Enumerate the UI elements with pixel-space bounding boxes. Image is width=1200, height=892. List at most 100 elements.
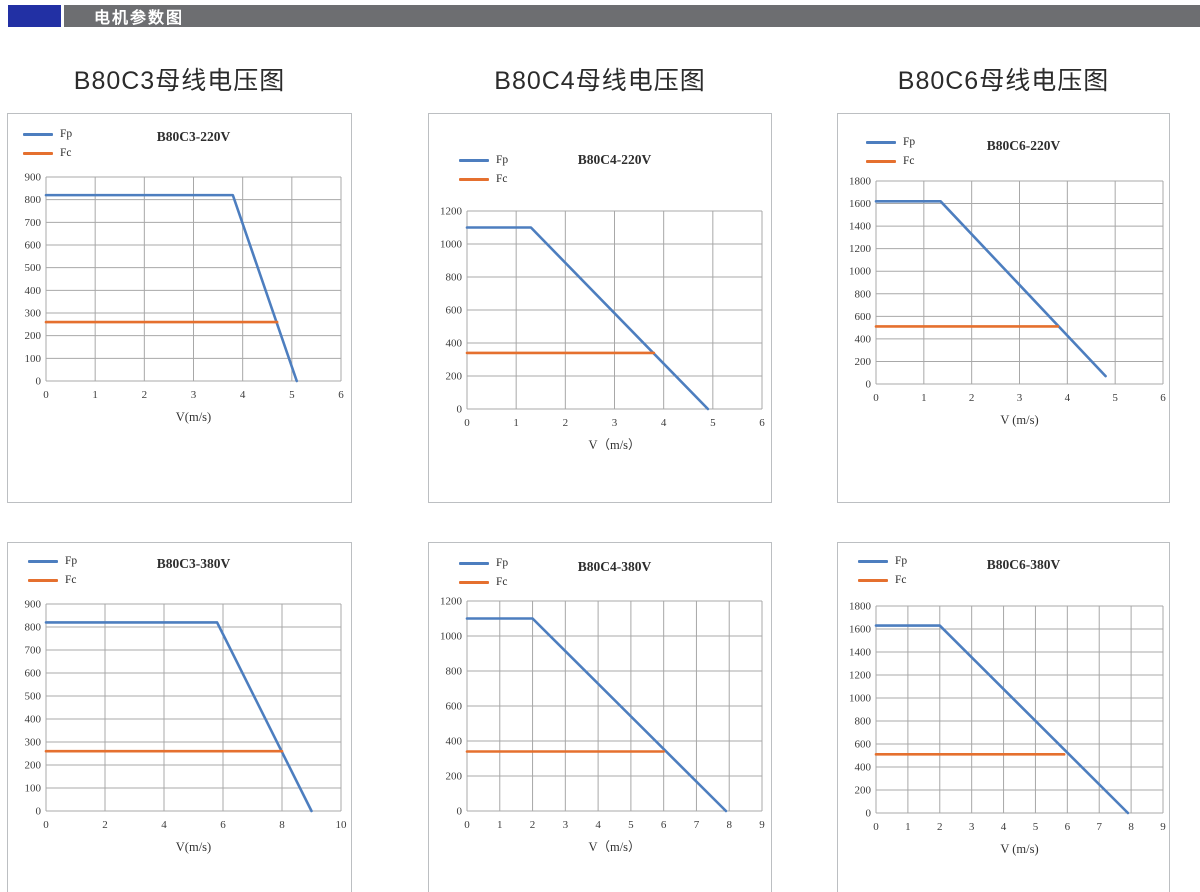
chart-legend: Fp Fc: [459, 557, 508, 595]
svg-text:5: 5: [1112, 392, 1118, 404]
svg-text:100: 100: [25, 353, 42, 365]
svg-text:500: 500: [25, 691, 42, 703]
chart-title: B80C4-220V: [577, 152, 652, 167]
legend-item-fc: Fc: [459, 576, 508, 588]
svg-text:4: 4: [161, 819, 167, 831]
fc-line-swatch: [23, 151, 53, 155]
legend-item-fp: Fp: [858, 555, 907, 567]
svg-text:0: 0: [36, 806, 42, 818]
svg-text:800: 800: [446, 666, 463, 678]
svg-text:V（m/s）: V（m/s）: [588, 840, 640, 854]
svg-text:8: 8: [279, 819, 285, 831]
legend-label-fc: Fc: [60, 147, 72, 159]
fp-line-swatch: [28, 559, 58, 563]
svg-text:1600: 1600: [849, 624, 872, 636]
svg-text:0: 0: [43, 819, 49, 831]
chart-legend: Fp Fc: [23, 128, 72, 166]
legend-label-fc: Fc: [496, 173, 508, 185]
legend-item-fp: Fp: [23, 128, 72, 140]
svg-text:1000: 1000: [849, 266, 872, 278]
svg-text:500: 500: [25, 262, 42, 274]
svg-text:6: 6: [759, 417, 765, 429]
svg-text:700: 700: [25, 217, 42, 229]
chart-panel-b80c4-380v: Fp Fc B80C4-380V 0 200 400 600 800 1000 1200 0 1…: [428, 542, 772, 892]
svg-text:800: 800: [855, 288, 872, 300]
svg-text:3: 3: [969, 821, 975, 833]
svg-text:200: 200: [25, 760, 42, 772]
svg-text:600: 600: [855, 739, 872, 751]
svg-text:10: 10: [336, 819, 348, 831]
legend-item-fc: Fc: [23, 147, 72, 159]
legend-label-fc: Fc: [895, 574, 907, 586]
svg-text:1000: 1000: [440, 239, 463, 251]
svg-text:0: 0: [464, 819, 470, 831]
chart-legend: Fp Fc: [858, 555, 907, 593]
svg-text:0: 0: [457, 404, 463, 416]
svg-text:800: 800: [855, 716, 872, 728]
svg-text:1: 1: [513, 417, 519, 429]
svg-text:0: 0: [457, 806, 463, 818]
svg-text:600: 600: [855, 311, 872, 323]
svg-text:600: 600: [446, 305, 463, 317]
svg-text:1400: 1400: [849, 221, 872, 233]
column-title-b80c6: B80C6母线电压图: [897, 67, 1110, 95]
chart-panel-b80c3-220v: Fp Fc B80C3-220V 0 100 200 300 400 500 600 700 8…: [7, 113, 352, 503]
legend-item-fp: Fp: [866, 136, 915, 148]
svg-text:700: 700: [25, 645, 42, 657]
svg-text:4: 4: [1001, 821, 1007, 833]
svg-text:0: 0: [873, 821, 879, 833]
svg-text:800: 800: [446, 272, 463, 284]
legend-label-fc: Fc: [496, 576, 508, 588]
plot-b80c6-220v: 0 200 400 600 800 1000 1200 1400 1600 1800 0 1 2 3 4 5 6…: [849, 176, 1166, 428]
svg-text:2: 2: [102, 819, 108, 831]
svg-text:400: 400: [446, 338, 463, 350]
chart-title: B80C3-220V: [156, 129, 231, 144]
svg-text:5: 5: [289, 389, 295, 401]
svg-text:3: 3: [612, 417, 618, 429]
svg-text:V (m/s): V (m/s): [1000, 842, 1038, 856]
legend-label-fp: Fp: [65, 555, 78, 567]
svg-text:4: 4: [240, 389, 246, 401]
chart-panel-b80c4-220v: Fp Fc B80C4-220V 0 200 400 600 800 1000 1200 0 1…: [428, 113, 772, 503]
svg-text:600: 600: [446, 701, 463, 713]
svg-text:300: 300: [25, 737, 42, 749]
svg-text:400: 400: [855, 333, 872, 345]
svg-text:6: 6: [1160, 392, 1166, 404]
svg-text:9: 9: [759, 819, 765, 831]
svg-text:2: 2: [937, 821, 943, 833]
svg-text:1400: 1400: [849, 647, 872, 659]
svg-text:0: 0: [873, 392, 879, 404]
chart-title: B80C3-380V: [156, 556, 231, 571]
svg-text:400: 400: [25, 285, 42, 297]
svg-text:800: 800: [25, 622, 42, 634]
fc-line-swatch: [866, 159, 896, 163]
legend-label-fp: Fp: [496, 557, 509, 569]
legend-item-fp: Fp: [459, 557, 508, 569]
svg-text:300: 300: [25, 308, 42, 320]
svg-text:200: 200: [855, 785, 872, 797]
svg-text:1000: 1000: [849, 693, 872, 705]
svg-text:6: 6: [1065, 821, 1071, 833]
legend-label-fp: Fp: [903, 136, 916, 148]
svg-text:100: 100: [25, 783, 42, 795]
plot-b80c6-380v: 0 200 400 600 800 1000 1200 1400 1600 1800 0 1 2 3 4 5 6…: [849, 601, 1166, 857]
svg-text:900: 900: [25, 172, 42, 184]
svg-text:4: 4: [1065, 392, 1071, 404]
page-title: 电机参数图: [94, 10, 185, 27]
chart-title: B80C4-380V: [577, 559, 652, 574]
legend-item-fc: Fc: [858, 574, 907, 586]
svg-text:V(m/s): V(m/s): [176, 840, 211, 854]
svg-text:V（m/s）: V（m/s）: [588, 438, 640, 452]
legend-label-fp: Fp: [496, 154, 509, 166]
svg-text:4: 4: [661, 417, 667, 429]
svg-text:8: 8: [726, 819, 732, 831]
svg-text:V(m/s): V(m/s): [176, 410, 211, 424]
svg-text:1200: 1200: [849, 670, 872, 682]
svg-text:1: 1: [905, 821, 911, 833]
svg-text:600: 600: [25, 240, 42, 252]
fp-line-swatch: [858, 559, 888, 563]
svg-text:6: 6: [661, 819, 667, 831]
column-title-b80c3: B80C3母线电压图: [73, 67, 286, 95]
svg-text:1200: 1200: [849, 243, 872, 255]
svg-text:5: 5: [628, 819, 634, 831]
